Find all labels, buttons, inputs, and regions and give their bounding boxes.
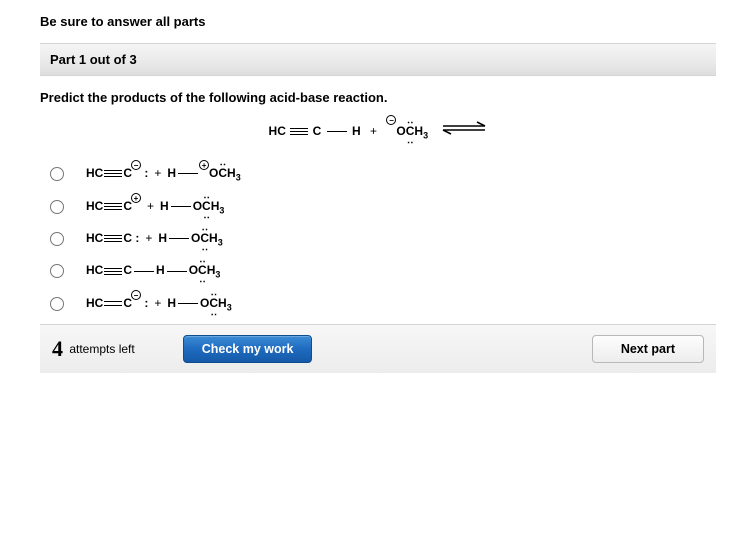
equilibrium-arrow-icon [441, 121, 487, 140]
option-formula: HC C H OCH3 [86, 263, 220, 279]
option-formula: HCC− :+H+OCH3 [86, 166, 241, 182]
atom-label: C [313, 124, 322, 138]
atom-label: HC [86, 166, 103, 180]
plus-separator: + [145, 231, 152, 245]
atom-label: C [123, 263, 132, 277]
atom-label: H [167, 166, 176, 180]
single-bond-icon [178, 173, 198, 174]
double-bond-icon [104, 301, 122, 307]
atom-label: HC [86, 199, 103, 213]
answer-radio[interactable] [50, 297, 64, 311]
plus-separator: + [147, 199, 154, 213]
charge-icon: − [131, 160, 141, 170]
subscript: 3 [236, 173, 241, 183]
triple-bond-icon [104, 234, 122, 243]
subscript: 3 [218, 237, 223, 247]
subscript: 3 [227, 302, 232, 312]
oxygen-lone-pairs: OCH [209, 166, 236, 180]
subscript: 3 [219, 205, 224, 215]
oxygen-lone-pairs: OCH [189, 263, 216, 277]
single-bond-icon [134, 271, 154, 272]
atom-label: H [352, 124, 361, 138]
group-label: OCH [200, 296, 227, 310]
group-label: OCH [209, 166, 236, 180]
reaction-equation: HC C H + −OCH3 [40, 115, 716, 158]
subscript: 3 [423, 130, 428, 140]
lone-pair-colon: : [141, 296, 148, 310]
option-formula: HCC− :+HOCH3 [86, 296, 232, 312]
atom-label: H [158, 231, 167, 245]
charge-icon: − [131, 290, 141, 300]
plus-separator: + [370, 124, 377, 138]
answer-radio[interactable] [50, 167, 64, 181]
atom-label: C [123, 166, 132, 180]
answer-option[interactable]: HC C H OCH3 [50, 255, 716, 287]
charge-icon: + [199, 160, 209, 170]
group-label: OCH [193, 199, 220, 213]
atom-label: HC [86, 231, 103, 245]
option-formula: HCC++HOCH3 [86, 199, 224, 215]
single-bond-icon [169, 238, 189, 239]
oxygen-lone-pairs: OCH [193, 199, 220, 213]
part-indicator-bar: Part 1 out of 3 [40, 43, 716, 76]
atom-label: C [123, 231, 132, 245]
attempts-label: attempts left [69, 342, 134, 356]
question-container: Be sure to answer all parts Part 1 out o… [0, 0, 756, 373]
charge-icon: + [131, 193, 141, 203]
atom-label: H [160, 199, 169, 213]
atom-label: HC [86, 296, 103, 310]
subscript: 3 [215, 270, 220, 280]
plus-separator: + [154, 296, 161, 310]
top-instruction: Be sure to answer all parts [40, 8, 716, 43]
single-bond-icon [167, 271, 187, 272]
reactant-2: −OCH3 [387, 124, 431, 138]
atom-label: H [167, 296, 176, 310]
oxygen-lone-pairs: OCH [396, 124, 423, 138]
answer-option[interactable]: HC C : + H OCH3 [50, 223, 716, 255]
option-formula: HC C : + H OCH3 [86, 231, 223, 247]
attempts-remaining: 4 attempts left [52, 336, 135, 362]
single-bond-icon [178, 303, 198, 304]
next-part-button[interactable]: Next part [592, 335, 704, 363]
check-my-work-button[interactable]: Check my work [183, 335, 313, 363]
triple-bond-icon [104, 202, 122, 211]
atom-label: H [156, 263, 165, 277]
atom-label: C [123, 296, 132, 310]
single-bond-icon [171, 206, 191, 207]
answer-option[interactable]: HC C− : + H OCH3 [50, 288, 716, 320]
answer-option[interactable]: HCC− :+H+OCH3 [50, 158, 716, 190]
oxygen-lone-pairs: OCH [191, 231, 218, 245]
atom-label: C [123, 199, 132, 213]
triple-bond-icon [104, 267, 122, 276]
question-text: Predict the products of the following ac… [40, 90, 716, 105]
answer-options: HCC− :+H+OCH3HCC++HOCH3HCC :+HOCH3HCCHOC… [40, 158, 716, 320]
atom-label: HC [86, 263, 103, 277]
lone-pair-colon: : [141, 166, 148, 180]
group-label: OCH [396, 124, 423, 138]
answer-option[interactable]: HCC++HOCH3 [50, 191, 716, 223]
attempts-count: 4 [52, 336, 63, 361]
single-bond-icon [327, 131, 347, 132]
reactant-1: HC C H [269, 124, 364, 138]
answer-radio[interactable] [50, 200, 64, 214]
answer-radio[interactable] [50, 264, 64, 278]
plus-separator: + [154, 166, 161, 180]
triple-bond-icon [290, 127, 308, 136]
answer-radio[interactable] [50, 232, 64, 246]
footer-bar: 4 attempts left Check my work Next part [40, 324, 716, 373]
charge-icon: − [386, 115, 396, 125]
atom-label: HC [269, 124, 286, 138]
oxygen-lone-pairs: OCH [200, 296, 227, 310]
group-label: OCH [189, 263, 216, 277]
group-label: OCH [191, 231, 218, 245]
lone-pair-colon: : [132, 231, 139, 245]
triple-bond-icon [104, 169, 122, 178]
